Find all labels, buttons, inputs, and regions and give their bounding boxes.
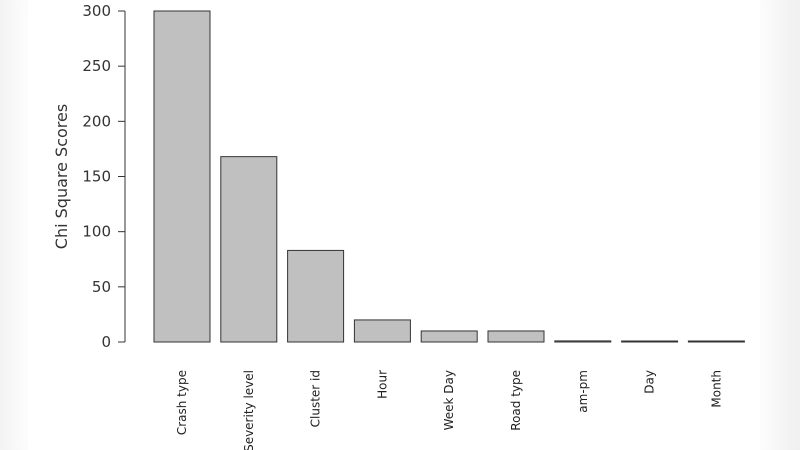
x-label-day: Day xyxy=(643,370,657,394)
x-label-cluster-id: Cluster id xyxy=(309,370,323,427)
y-tick-label-3: 150 xyxy=(82,168,111,186)
bar-week-day xyxy=(420,330,478,343)
x-label-week-day: Week Day xyxy=(442,370,456,430)
x-axis-labels: Crash type Severity level Cluster id Hour We… xyxy=(175,370,723,450)
bar-cluster-id xyxy=(287,249,345,343)
bar-am-pm xyxy=(554,340,612,343)
y-tick-label-1: 50 xyxy=(92,278,111,296)
bar-hour xyxy=(353,319,411,343)
bar-crash-type xyxy=(153,10,211,343)
y-tick-label-4: 200 xyxy=(82,112,111,130)
x-label-month: Month xyxy=(709,370,723,408)
chart-card xyxy=(28,0,760,450)
x-label-crash-type: Crash type xyxy=(175,370,189,435)
y-tick-label-6: 300 xyxy=(82,2,111,20)
y-axis-label: Chi Square Scores xyxy=(52,104,71,249)
y-tick-label-0: 0 xyxy=(101,333,111,351)
bar-month xyxy=(687,340,745,343)
x-label-severity-level: Severity level xyxy=(242,370,256,450)
x-label-am-pm: am-pm xyxy=(576,370,590,413)
y-tick-label-2: 100 xyxy=(82,223,111,241)
y-axis: 0 50 100 150 200 250 300 xyxy=(82,2,126,351)
bar-road-type xyxy=(487,330,545,343)
y-tick-label-5: 250 xyxy=(82,57,111,75)
x-label-road-type: Road type xyxy=(509,370,523,431)
bar-severity-level xyxy=(220,156,278,343)
bars xyxy=(153,10,745,343)
bar-day xyxy=(621,340,679,343)
x-label-hour: Hour xyxy=(375,370,389,399)
